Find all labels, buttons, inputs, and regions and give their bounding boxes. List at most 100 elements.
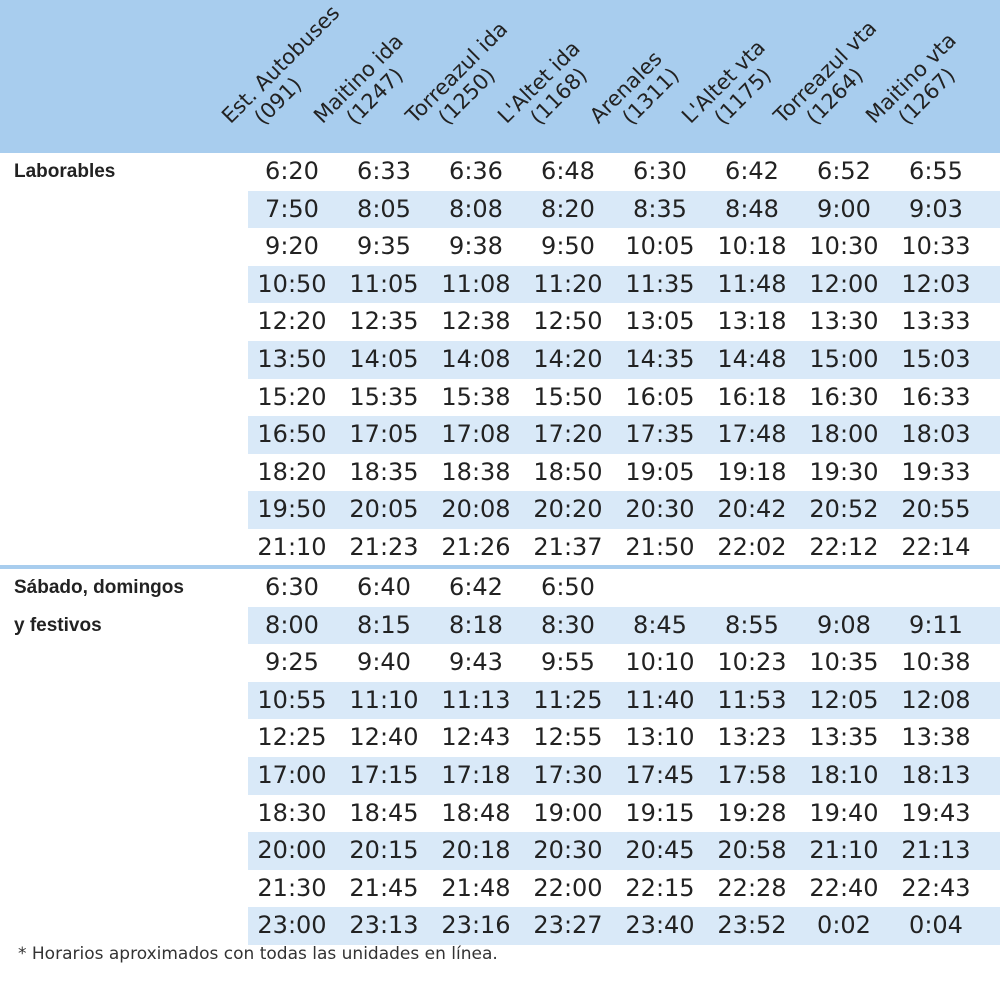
label-column-bg	[0, 341, 248, 379]
time-cell: 8:48	[725, 194, 779, 223]
time-cell: 11:13	[441, 685, 511, 714]
time-cell: 22:02	[717, 533, 787, 561]
time-cell: 12:55	[533, 723, 603, 752]
time-cell: 8:00	[265, 610, 319, 639]
time-cell: 21:37	[533, 533, 603, 561]
time-cell: 10:55	[257, 685, 327, 714]
time-cell: 15:38	[441, 382, 511, 411]
time-cell: 19:40	[809, 798, 879, 827]
time-cell: 13:05	[625, 307, 695, 336]
time-cell: 21:48	[441, 873, 511, 902]
table-row: 9:20 9:35 9:38 9:50 10:05 10:18 10:30 10:33	[0, 228, 1000, 266]
table-row: 17:00 17:15 17:18 17:30 17:45 17:58 18:10 18:13	[0, 757, 1000, 795]
time-cell: 19:00	[533, 798, 603, 827]
label-column-bg	[0, 606, 248, 645]
time-cell: 9:43	[449, 648, 503, 677]
table-row: 13:50 14:05 14:08 14:20 14:35 14:48 15:00 15:03	[0, 341, 1000, 379]
section-label: y festivos	[14, 614, 102, 636]
time-cell: 21:30	[257, 873, 327, 902]
time-cell: 18:03	[901, 420, 971, 449]
label-column-bg	[0, 907, 248, 945]
table-row: 21:10 21:23 21:26 21:37 21:50 22:02 22:12 22:14	[0, 529, 1000, 567]
time-cell: 23:27	[533, 911, 603, 940]
table-row: 10:55 11:10 11:13 11:25 11:40 11:53 12:05 12:08	[0, 681, 1000, 720]
time-cell: 19:50	[257, 495, 327, 524]
time-cell: 21:13	[901, 836, 971, 865]
time-cell: 9:08	[817, 610, 871, 639]
label-column-bg	[0, 491, 248, 529]
stops-header: Est. Autobuses (091) Maitino ida (1247) …	[0, 0, 1000, 153]
table-row: 12:20 12:35 12:38 12:50 13:05 13:18 13:30 13:33	[0, 303, 1000, 341]
table-row: 21:30 21:45 21:48 22:00 22:15 22:28 22:40 22:43	[0, 870, 1000, 908]
time-cell: 11:08	[441, 269, 511, 298]
time-cell: 15:03	[901, 345, 971, 373]
time-cell	[890, 569, 982, 607]
time-cell: 9:40	[357, 648, 411, 677]
time-cell: 19:33	[901, 457, 971, 486]
stop-header-6: L'Altet vta (1175)	[677, 0, 798, 153]
time-cell: 10:18	[717, 232, 787, 261]
time-cell: 11:20	[533, 269, 603, 298]
time-cell: 12:38	[441, 307, 511, 336]
label-column-bg	[0, 832, 248, 870]
table-row: 20:00 20:15 20:18 20:30 20:45 20:58 21:10 21:13	[0, 832, 1000, 870]
time-cell: 12:35	[349, 307, 419, 336]
time-cell: 11:53	[717, 685, 787, 714]
time-cell: 23:16	[441, 911, 511, 940]
table-row: 12:25 12:40 12:43 12:55 13:10 13:23 13:35 13:38	[0, 719, 1000, 757]
time-cell: 21:50	[625, 533, 695, 561]
time-cell: 17:08	[441, 420, 511, 449]
time-cell: 8:55	[725, 610, 779, 639]
time-cell: 9:50	[541, 232, 595, 261]
time-cell: 22:43	[901, 873, 971, 902]
time-cell: 9:03	[909, 194, 963, 223]
time-cell: 19:30	[809, 457, 879, 486]
time-cell: 9:20	[265, 232, 319, 261]
time-cell: 6:33	[357, 157, 411, 185]
time-cell: 23:13	[349, 911, 419, 940]
time-cell: 11:25	[533, 685, 603, 714]
time-cell: 18:10	[809, 761, 879, 789]
time-cell: 18:50	[533, 457, 603, 486]
stop-header-7: Torreazul vta (1264)	[769, 0, 890, 153]
time-cell: 23:52	[717, 911, 787, 940]
time-cell: 16:05	[625, 382, 695, 411]
time-cell: 12:43	[441, 723, 511, 752]
time-cell: 6:52	[817, 157, 871, 185]
time-cell: 10:35	[809, 648, 879, 677]
time-cell: 8:35	[633, 194, 687, 223]
time-cell: 22:14	[901, 533, 971, 561]
table-row: 6:20 6:33 6:36 6:48 6:30 6:42 6:52 6:55	[0, 153, 1000, 191]
stop-header-4: L'Altet ida (1168)	[493, 0, 614, 153]
time-cell: 13:23	[717, 723, 787, 752]
time-cell: 18:45	[349, 798, 419, 827]
time-cell: 18:48	[441, 798, 511, 827]
time-cell: 21:10	[257, 533, 327, 561]
time-cell: 18:35	[349, 457, 419, 486]
time-cell: 20:45	[625, 836, 695, 865]
label-column-bg	[0, 681, 248, 720]
table-row: 15:20 15:35 15:38 15:50 16:05 16:18 16:30 16:33	[0, 379, 1000, 417]
time-cell: 19:28	[717, 798, 787, 827]
time-cell: 10:05	[625, 232, 695, 261]
table-row: 10:50 11:05 11:08 11:20 11:35 11:48 12:00 12:03	[0, 265, 1000, 304]
time-cell: 13:33	[901, 307, 971, 336]
time-cell: 20:05	[349, 495, 419, 524]
footnote: * Horarios aproximados con todas las uni…	[18, 944, 498, 964]
time-cell: 6:36	[449, 157, 503, 185]
time-cell: 20:30	[533, 836, 603, 865]
section-divider	[0, 565, 1000, 569]
time-cell: 17:58	[717, 761, 787, 789]
time-cell: 13:10	[625, 723, 695, 752]
label-column-bg	[0, 265, 248, 304]
time-cell: 6:42	[449, 573, 503, 601]
time-cell: 14:08	[441, 345, 511, 373]
label-column-bg	[0, 190, 248, 229]
time-cell: 21:23	[349, 533, 419, 561]
time-cell: 8:30	[541, 610, 595, 639]
time-cell: 15:20	[257, 382, 327, 411]
time-cell: 22:00	[533, 873, 603, 902]
time-cell: 9:11	[909, 610, 963, 639]
time-cell: 8:20	[541, 194, 595, 223]
time-cell: 17:30	[533, 761, 603, 789]
